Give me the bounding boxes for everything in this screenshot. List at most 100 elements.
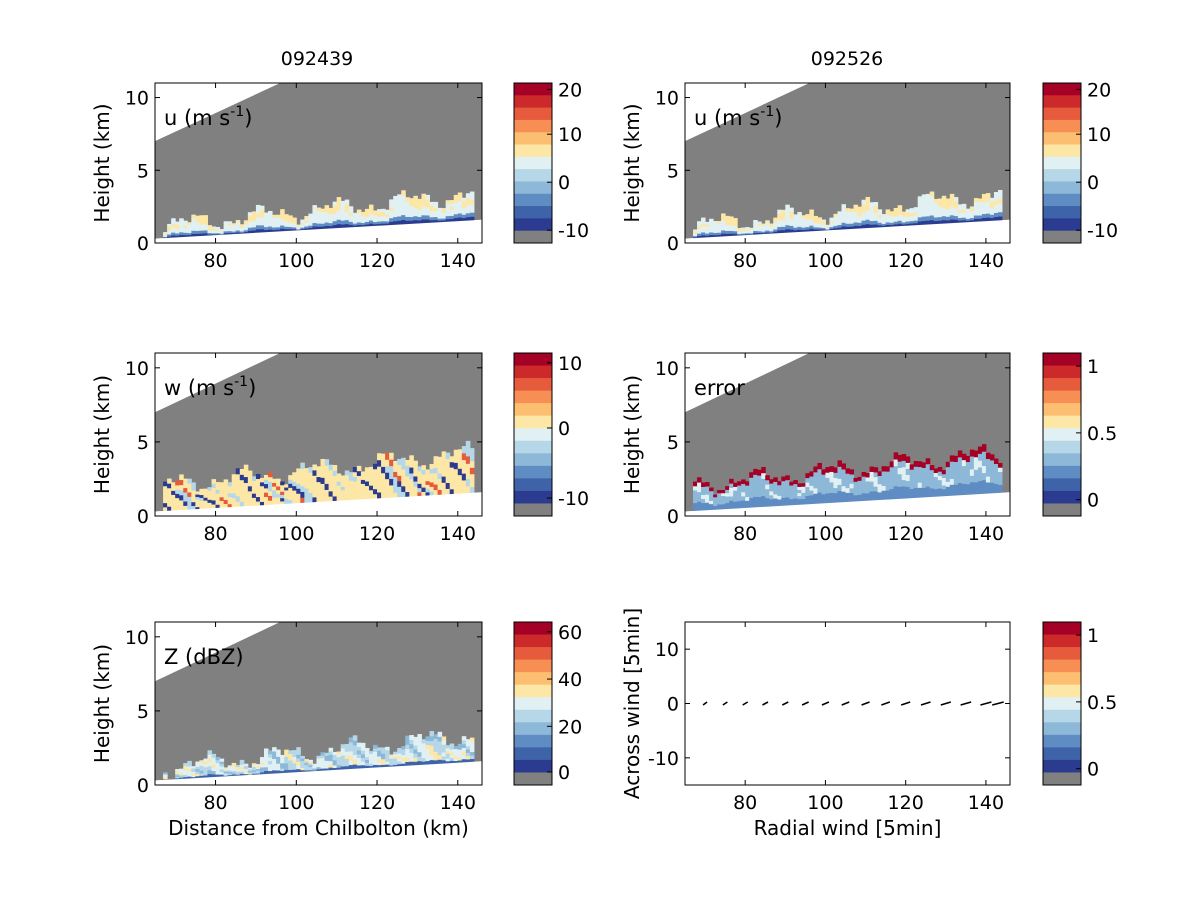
echo-cell xyxy=(211,226,217,229)
echo-cell xyxy=(841,215,846,220)
echo-cell xyxy=(344,223,350,229)
echo-cell xyxy=(937,220,943,225)
echo-cell xyxy=(207,505,213,509)
echo-cell xyxy=(993,204,999,209)
echo-cell xyxy=(437,478,443,485)
echo-cell xyxy=(195,233,200,237)
echo-cell xyxy=(425,210,431,216)
echo-cell xyxy=(187,760,192,764)
echo-cell xyxy=(179,494,184,501)
echo-cell xyxy=(953,472,959,480)
echo-cell xyxy=(853,491,859,496)
echo-cell xyxy=(183,220,188,224)
echo-cell xyxy=(457,760,463,764)
echo-cell xyxy=(219,493,225,498)
echo-cell xyxy=(175,493,180,499)
echo-cell xyxy=(785,492,790,498)
echo-cell xyxy=(985,452,991,460)
echo-cell xyxy=(917,204,923,210)
echo-cell xyxy=(207,758,213,763)
echo-cell xyxy=(288,495,293,501)
echo-cell xyxy=(441,488,447,496)
echo-cell xyxy=(405,740,410,745)
echo-cell xyxy=(413,744,418,750)
echo-cell xyxy=(941,195,947,201)
echo-cell xyxy=(389,459,394,467)
echo-cell xyxy=(377,209,382,213)
echo-cell xyxy=(207,229,213,232)
echo-cell xyxy=(961,203,967,208)
echo-cell xyxy=(745,492,750,498)
echo-cell xyxy=(187,226,192,229)
echo-cell xyxy=(469,480,475,488)
echo-cell xyxy=(239,224,245,227)
echo-cell xyxy=(397,747,402,752)
colorbar-frame xyxy=(513,352,553,517)
echo-cell xyxy=(721,503,726,508)
echo-cell xyxy=(693,235,698,238)
echo-cell xyxy=(316,491,322,498)
echo-cell xyxy=(717,504,722,508)
echo-cell xyxy=(737,234,742,237)
echo-cell xyxy=(417,734,422,739)
echo-cell xyxy=(897,454,903,462)
echo-cell xyxy=(239,225,245,228)
echo-cell xyxy=(457,474,463,482)
echo-cell xyxy=(765,497,770,503)
echo-cell xyxy=(356,494,362,501)
echo-cell xyxy=(409,490,414,498)
wind-vectors xyxy=(702,701,1004,706)
echo-cell xyxy=(397,480,402,487)
echo-cell xyxy=(215,489,221,494)
echo-cell xyxy=(449,483,455,490)
echo-cell xyxy=(348,492,354,497)
echo-cell xyxy=(453,198,459,203)
echo-cell xyxy=(837,219,842,223)
y-tick-label: 10 xyxy=(655,639,679,661)
echo-cell xyxy=(937,471,943,476)
echo-cell xyxy=(829,497,834,504)
echo-cell xyxy=(749,497,754,504)
echo-cell xyxy=(713,501,718,504)
echo-cell xyxy=(921,203,927,208)
echo-cell xyxy=(781,501,786,507)
echo-cell xyxy=(211,227,217,230)
echo-cell xyxy=(769,227,774,230)
echo-cell xyxy=(793,227,798,231)
echo-cell xyxy=(873,205,879,210)
echo-cell xyxy=(332,485,338,492)
echo-cell xyxy=(737,232,742,234)
echo-cell xyxy=(344,203,350,209)
echo-cell xyxy=(861,476,867,481)
echo-cell xyxy=(845,214,851,218)
echo-cell xyxy=(255,473,261,480)
echo-cell xyxy=(425,214,431,220)
echo-cell xyxy=(997,211,1003,217)
echo-cell xyxy=(373,214,378,218)
echo-cell xyxy=(449,472,455,479)
echo-cell xyxy=(308,467,313,473)
echo-cell xyxy=(284,498,289,502)
echo-cell xyxy=(857,490,863,495)
echo-cell xyxy=(211,763,217,768)
echo-cell xyxy=(219,231,225,233)
echo-cell xyxy=(348,480,354,485)
y-tick-label: 0 xyxy=(667,506,679,528)
echo-cell xyxy=(191,766,196,769)
echo-cell xyxy=(239,231,245,233)
echo-cell xyxy=(377,492,382,499)
echo-cell xyxy=(749,482,754,488)
axes-frame xyxy=(684,352,1011,517)
echo-cell xyxy=(175,773,180,776)
echo-cell xyxy=(328,760,334,765)
echo-cell xyxy=(300,758,305,762)
echo-cell xyxy=(312,765,317,768)
echo-cell xyxy=(977,466,983,475)
echo-cell xyxy=(397,207,402,213)
echo-cell xyxy=(733,501,738,506)
echo-cell xyxy=(729,487,734,493)
echo-cell xyxy=(873,209,879,214)
echo-cell xyxy=(352,749,358,756)
echo-cell xyxy=(405,761,410,767)
